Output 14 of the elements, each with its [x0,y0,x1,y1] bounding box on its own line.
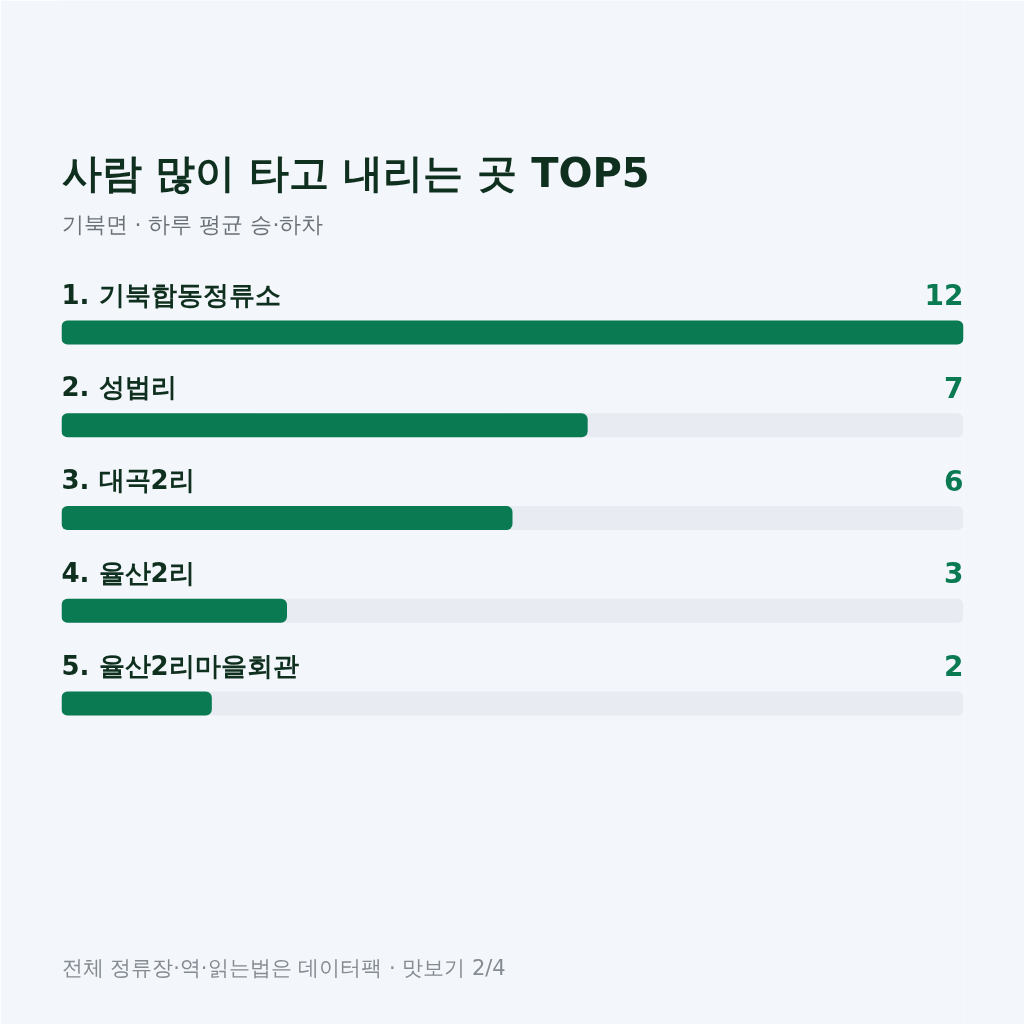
data-label: 7 [944,371,964,405]
bar [61,691,212,716]
y-tick-label: 1. 기북합동정류소 [61,279,281,310]
y-tick-label: 2. 성법리 [61,372,177,403]
y-tick-label: 4. 율산2리 [61,557,195,588]
data-label: 6 [944,464,964,498]
text: 전체 정류장·역·읽는법은 데이터팩 · 맛보기 2/4 [61,955,506,980]
y-tick-label: 5. 율산2리마을회관 [61,650,299,681]
data-label: 3 [944,557,964,591]
y-tick-label: 3. 대곡2리 [61,465,195,495]
chart-subtitle: 기북면 · 하루 평균 승·하차 [61,212,324,237]
data-label: 12 [924,279,964,312]
chart-title: 사람 많이 타고 내리는 곳 TOP5 [61,149,650,196]
data-label: 2 [944,650,964,683]
